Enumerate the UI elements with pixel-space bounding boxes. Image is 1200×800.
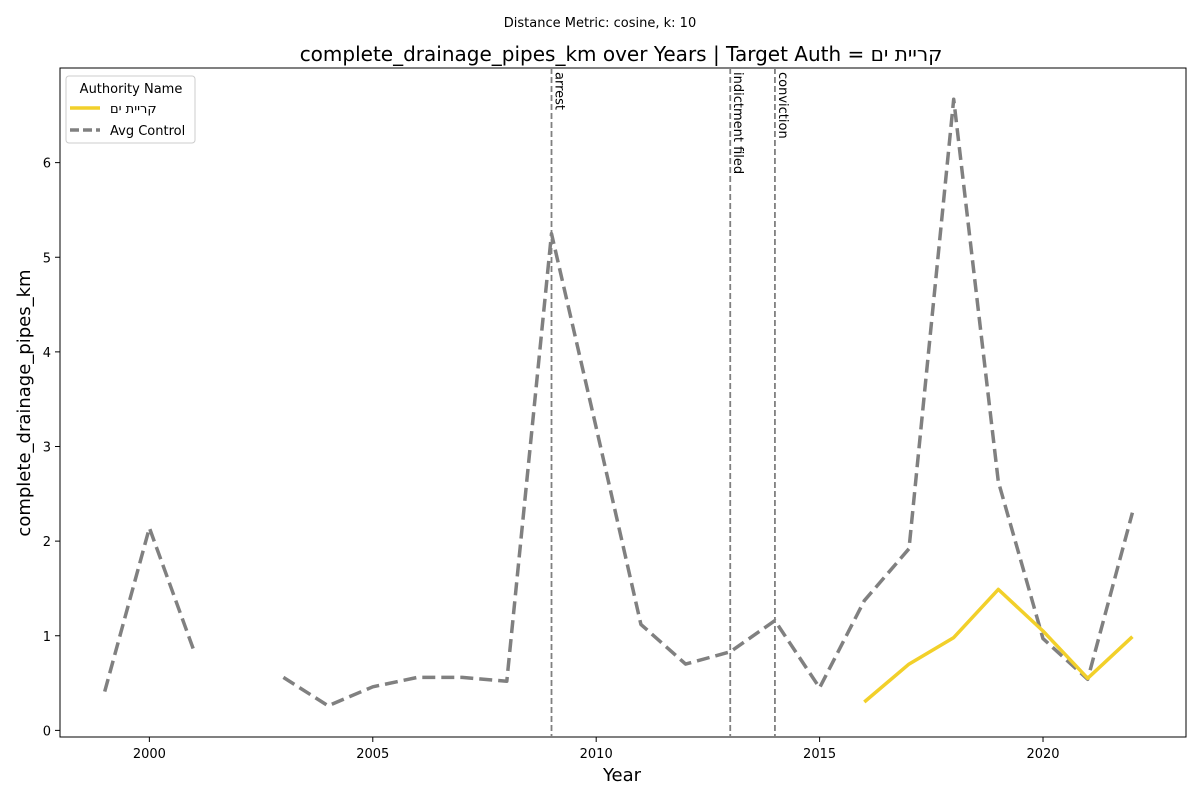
chart-title: complete_drainage_pipes_km over Years | … [300, 42, 943, 66]
series-lines [103, 97, 1135, 708]
chart-subtitle: Distance Metric: cosine, k: 10 [504, 16, 696, 31]
legend-entry-target: קריית ים [110, 102, 157, 117]
x-axis-label: Year [602, 765, 642, 786]
x-tick-label: 2020 [1026, 747, 1059, 762]
x-tick-label: 2000 [133, 747, 166, 762]
x-tick-label: 2015 [803, 747, 836, 762]
x-tick-label: 2010 [580, 747, 613, 762]
plot-frame [59, 67, 1187, 738]
y-tick-label: 1 [43, 630, 51, 645]
y-tick-label: 4 [43, 346, 51, 361]
series-line-control [103, 526, 196, 693]
legend-box [65, 75, 196, 144]
x-tick-label: 2005 [356, 747, 389, 762]
y-tick-label: 6 [43, 157, 51, 172]
event-label: conviction [775, 72, 790, 139]
series-line-control [282, 97, 1135, 708]
y-tick-label: 0 [43, 724, 51, 739]
y-axis-ticks: 0 1 2 3 4 5 6 [43, 157, 60, 739]
series-line-target [863, 587, 1134, 704]
legend-title: Authority Name [80, 82, 183, 97]
x-axis-ticks: 2000 2005 2010 2015 2020 [133, 737, 1060, 762]
y-tick-label: 2 [43, 535, 51, 550]
event-label: arrest [552, 72, 567, 110]
event-lines: arrest indictment filed conviction [550, 68, 790, 737]
legend: Authority Name קריית ים Avg Control [65, 75, 196, 144]
y-axis-label: complete_drainage_pipes_km [14, 269, 35, 536]
event-label: indictment filed [730, 72, 745, 174]
y-tick-label: 5 [43, 251, 51, 266]
legend-entry-control: Avg Control [110, 124, 185, 139]
y-tick-label: 3 [43, 441, 51, 456]
